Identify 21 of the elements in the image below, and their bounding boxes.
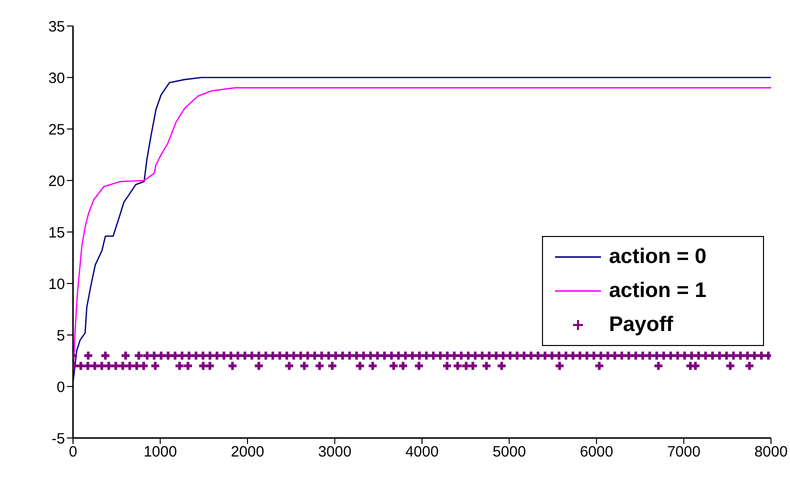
- x-tick-label: 1000: [144, 444, 177, 461]
- y-tick-label: 5: [56, 327, 65, 344]
- x-tick-label: 8000: [754, 444, 788, 461]
- x-tick-label: 0: [68, 444, 78, 461]
- x-tick-label: 6000: [580, 444, 614, 461]
- y-tick-label: 30: [48, 70, 65, 87]
- y-tick-label: 0: [56, 378, 65, 396]
- y-tick-label: -5: [52, 430, 65, 448]
- y-tick-label: 25: [48, 121, 65, 138]
- x-tick-label: 3000: [318, 444, 352, 461]
- y-tick-label: 15: [48, 224, 65, 242]
- legend-label: action = 0: [609, 245, 706, 269]
- x-tick-label: 2000: [230, 444, 264, 461]
- x-tick-label: 4000: [405, 444, 439, 461]
- y-tick-label: 10: [48, 276, 65, 293]
- y-tick-label: 20: [48, 172, 65, 190]
- x-tick-label: 7000: [667, 444, 700, 461]
- legend-label: action = 1: [609, 279, 706, 303]
- y-tick-label: 35: [48, 18, 65, 36]
- x-tick-label: 5000: [492, 444, 526, 461]
- legend-label: Payoff: [609, 313, 674, 337]
